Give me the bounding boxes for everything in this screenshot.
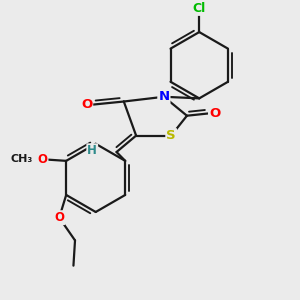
Text: O: O: [38, 153, 47, 166]
Text: Cl: Cl: [193, 2, 206, 15]
Text: H: H: [87, 144, 97, 157]
Text: O: O: [209, 107, 220, 120]
Text: O: O: [54, 211, 64, 224]
Text: CH₃: CH₃: [11, 154, 33, 164]
Text: O: O: [81, 98, 92, 111]
Text: S: S: [166, 129, 176, 142]
Text: N: N: [158, 90, 169, 103]
